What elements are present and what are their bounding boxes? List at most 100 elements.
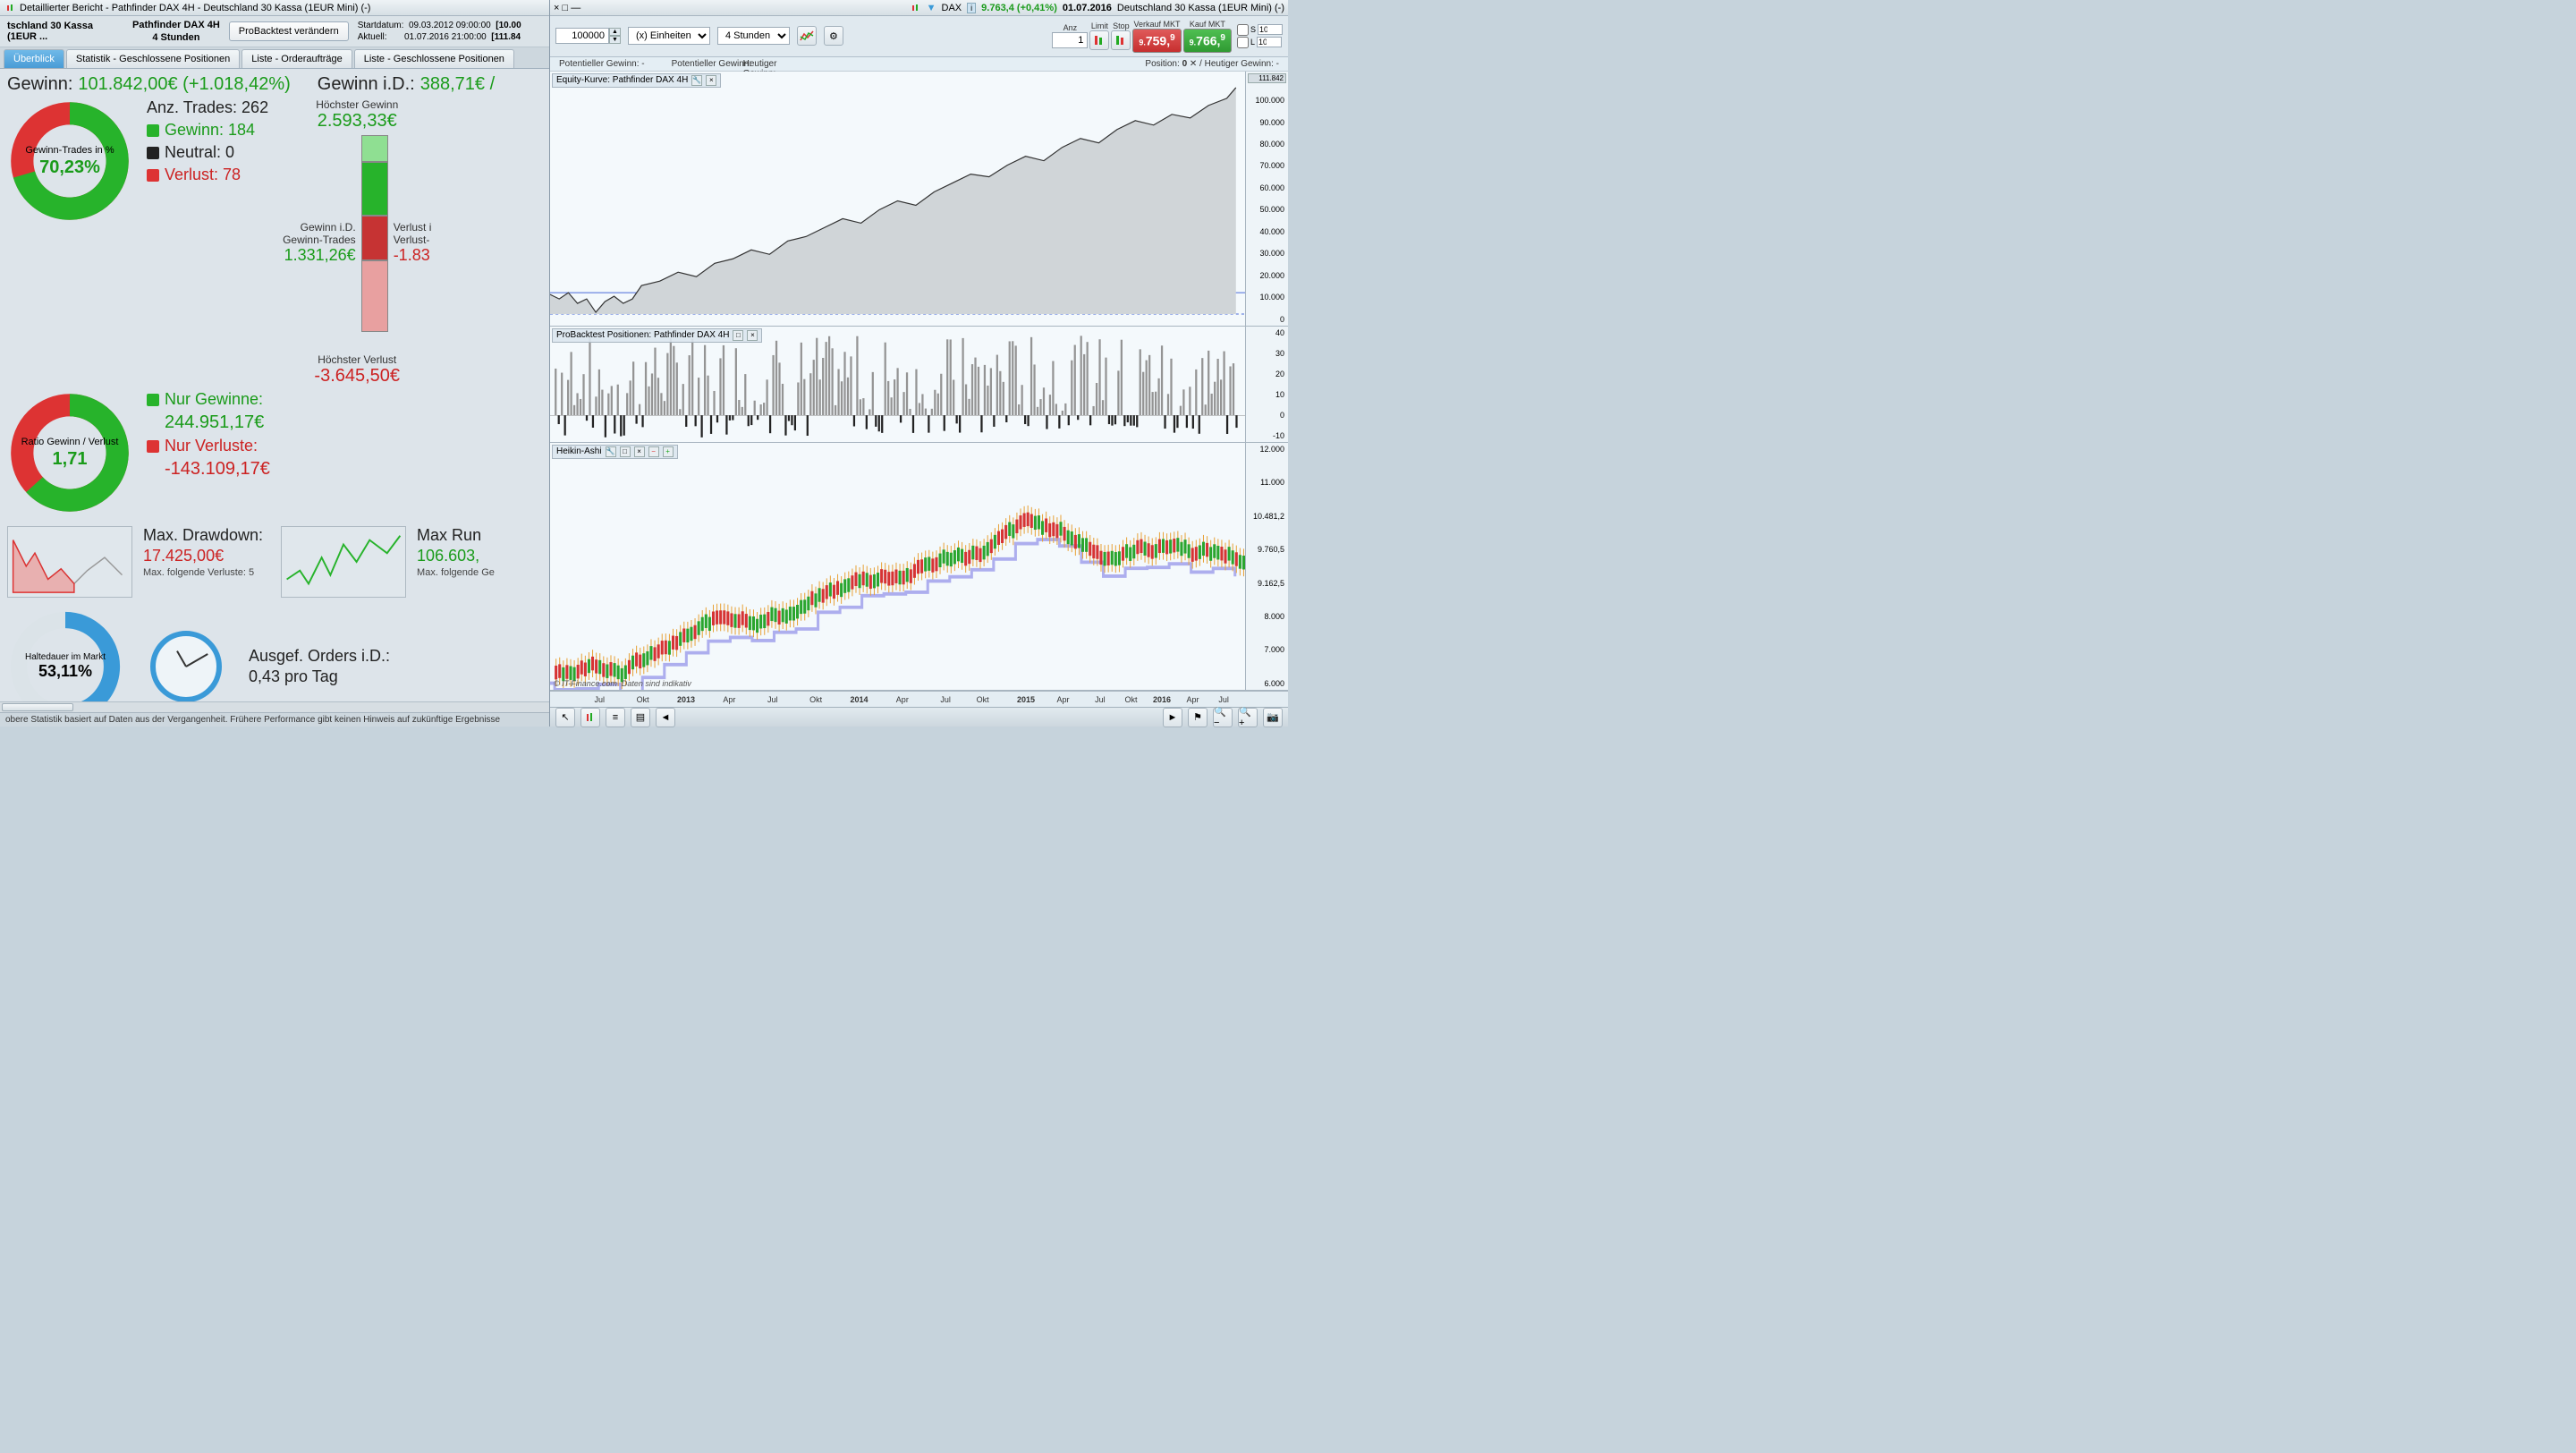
sell-button[interactable]: 9.759,9 [1132, 29, 1181, 53]
onlyloss-label: Nur Verluste: [165, 437, 258, 455]
info-strip: Potentieller Gewinn: - Potentieller Gewi… [550, 57, 1288, 72]
candle-icon [911, 3, 921, 13]
sell-label: Verkauf MKT [1133, 20, 1180, 29]
symbol-price: 9.763,4 (+0,41%) [981, 3, 1057, 13]
wrench-icon[interactable]: 🔧 [606, 446, 616, 457]
donut2-value: 1,71 [53, 449, 88, 470]
strategy-name: Pathfinder DAX 4H [132, 20, 220, 30]
cursor-icon[interactable]: ↖ [555, 708, 575, 727]
maxwin-label: Höchster Gewinn [316, 98, 398, 111]
chevron-down-icon[interactable]: ▼ [927, 3, 936, 13]
market-time-gauge: Haltedauer im Markt 53,11% [7, 608, 123, 701]
square-icon [147, 124, 159, 137]
positions-title: ProBacktest Positionen: Pathfinder DAX 4… [556, 330, 729, 340]
heikin-header: Heikin-Ashi 🔧 □ × − + [552, 445, 678, 459]
close-icon[interactable]: × [634, 446, 645, 457]
trades-win: Gewinn: 184 [165, 121, 255, 140]
horizontal-scrollbar[interactable] [0, 701, 549, 712]
limit-label: Limit [1091, 21, 1108, 30]
start-label: Startdatum: [358, 21, 404, 30]
equity-plot[interactable] [550, 72, 1245, 326]
stop-checkbox[interactable]: S [1237, 24, 1283, 36]
forward-icon[interactable]: ► [1163, 708, 1182, 727]
alert-icon[interactable]: ⚑ [1188, 708, 1208, 727]
chart-toolbar: ▲▼ (x) Einheiten 4 Stunden ⚙ Anz Limit S… [550, 16, 1288, 57]
window-icon[interactable]: □ [620, 446, 631, 457]
limit-checkbox[interactable]: L [1237, 37, 1283, 48]
instrument-short: tschland 30 Kassa (1EUR ... [7, 21, 123, 42]
tab-closed-list[interactable]: Liste - Geschlossene Positionen [354, 49, 514, 68]
heikin-title: Heikin-Ashi [556, 446, 602, 456]
unit-select[interactable]: (x) Einheiten [628, 27, 710, 45]
gewinn-id-label: Gewinn i.D.: [318, 74, 415, 95]
close-icon[interactable]: × [706, 75, 716, 86]
close-icon[interactable]: × [554, 3, 559, 13]
current-value: 01.07.2016 21:00:00 [404, 32, 487, 42]
equity-yaxis: 111.842100.00090.00080.00070.00060.00050… [1245, 72, 1288, 326]
window-icon[interactable]: □ [733, 330, 743, 341]
stop-button[interactable] [1111, 30, 1131, 50]
maxloss-label: Höchster Verlust [318, 353, 396, 366]
positions-yaxis: 403020100-10 [1245, 327, 1288, 442]
gewinn-value: 101.842,00€ (+1.018,42%) [78, 74, 290, 95]
close-icon[interactable]: × [747, 330, 758, 341]
candle-icon [5, 3, 16, 13]
gauge-label: Haltedauer im Markt [25, 652, 106, 662]
dd-sub: Max. folgende Verluste: 5 [143, 567, 263, 578]
quantity-input[interactable] [555, 28, 609, 44]
indicator-icon[interactable]: ≡ [606, 708, 625, 727]
stop-label: Stop [1113, 21, 1130, 30]
overview-content: Gewinn: 101.842,00€ (+1.018,42%) Gewinn … [0, 69, 549, 701]
equity-header: Equity-Kurve: Pathfinder DAX 4H 🔧 × [552, 73, 721, 88]
indikativ: Daten sind indikativ [622, 679, 691, 688]
settings-icon[interactable]: ⚙ [824, 26, 843, 46]
quantity-stepper[interactable]: ▲▼ [555, 28, 621, 44]
buy-label: Kauf MKT [1190, 20, 1225, 29]
back-icon[interactable]: ◄ [656, 708, 675, 727]
tab-stats-closed[interactable]: Statistik - Geschlossene Positionen [66, 49, 240, 68]
chart-type-icon[interactable] [797, 26, 817, 46]
chart-bottombar: ↖ ≡ ▤ ◄ ► ⚑ 🔍− 🔍+ 📷 [550, 707, 1288, 726]
positions-plot[interactable] [550, 327, 1245, 442]
edit-backtest-button[interactable]: ProBacktest verändern [229, 21, 349, 41]
objects-icon[interactable]: ▤ [631, 708, 650, 727]
info2: Potentieller Gewinn: [672, 59, 752, 69]
info-icon[interactable]: i [967, 3, 976, 13]
runup-label: Max Run [417, 526, 495, 545]
runup-value: 106.603, [417, 547, 495, 565]
candle-tool-icon[interactable] [580, 708, 600, 727]
start-value: 09.03.2012 09:00:00 [409, 21, 491, 30]
donut1-value: 70,23% [39, 157, 100, 178]
onlywin-value: 244.951,17€ [165, 412, 270, 433]
heikin-pane: Heikin-Ashi 🔧 □ × − + © IT-Finance.com D… [550, 443, 1288, 691]
gewinn-id-value: 388,71€ / [420, 74, 495, 95]
tab-overview[interactable]: Überblick [4, 49, 64, 68]
onlyloss-value: -143.109,17€ [165, 459, 270, 480]
tab-orders[interactable]: Liste - Orderaufträge [242, 49, 352, 68]
positions-header: ProBacktest Positionen: Pathfinder DAX 4… [552, 328, 762, 343]
limit-button[interactable] [1089, 30, 1109, 50]
anz-input[interactable] [1052, 32, 1088, 48]
heikin-plot[interactable]: © IT-Finance.com Daten sind indikativ [550, 443, 1245, 690]
minus-icon[interactable]: − [648, 446, 659, 457]
clock-icon [150, 631, 222, 701]
heikin-yaxis: 12.00011.00010.481,29.760,59.162,58.0007… [1245, 443, 1288, 690]
timeframe-select[interactable]: 4 Stunden [717, 27, 790, 45]
runup-sub: Max. folgende Ge [417, 567, 495, 578]
square-icon [147, 440, 159, 453]
buy-button[interactable]: 9.766,9 [1183, 29, 1232, 53]
camera-icon[interactable]: 📷 [1263, 708, 1283, 727]
drawdown-chart [7, 526, 132, 598]
wrench-icon[interactable]: 🔧 [691, 75, 702, 86]
report-panel: Detaillierter Bericht - Pathfinder DAX 4… [0, 0, 549, 726]
plus-icon[interactable]: + [663, 446, 674, 457]
equity-title: Equity-Kurve: Pathfinder DAX 4H [556, 75, 688, 85]
maximize-icon[interactable]: □ [563, 3, 569, 13]
orders-value: 0,43 pro Tag [249, 667, 390, 686]
square-icon [147, 147, 159, 159]
minimize-icon[interactable]: — [571, 3, 580, 13]
zoom-in-icon[interactable]: 🔍+ [1238, 708, 1258, 727]
zoom-out-icon[interactable]: 🔍− [1213, 708, 1233, 727]
symbol-date: 01.07.2016 [1063, 3, 1112, 13]
report-tabs: Überblick Statistik - Geschlossene Posit… [0, 47, 549, 69]
